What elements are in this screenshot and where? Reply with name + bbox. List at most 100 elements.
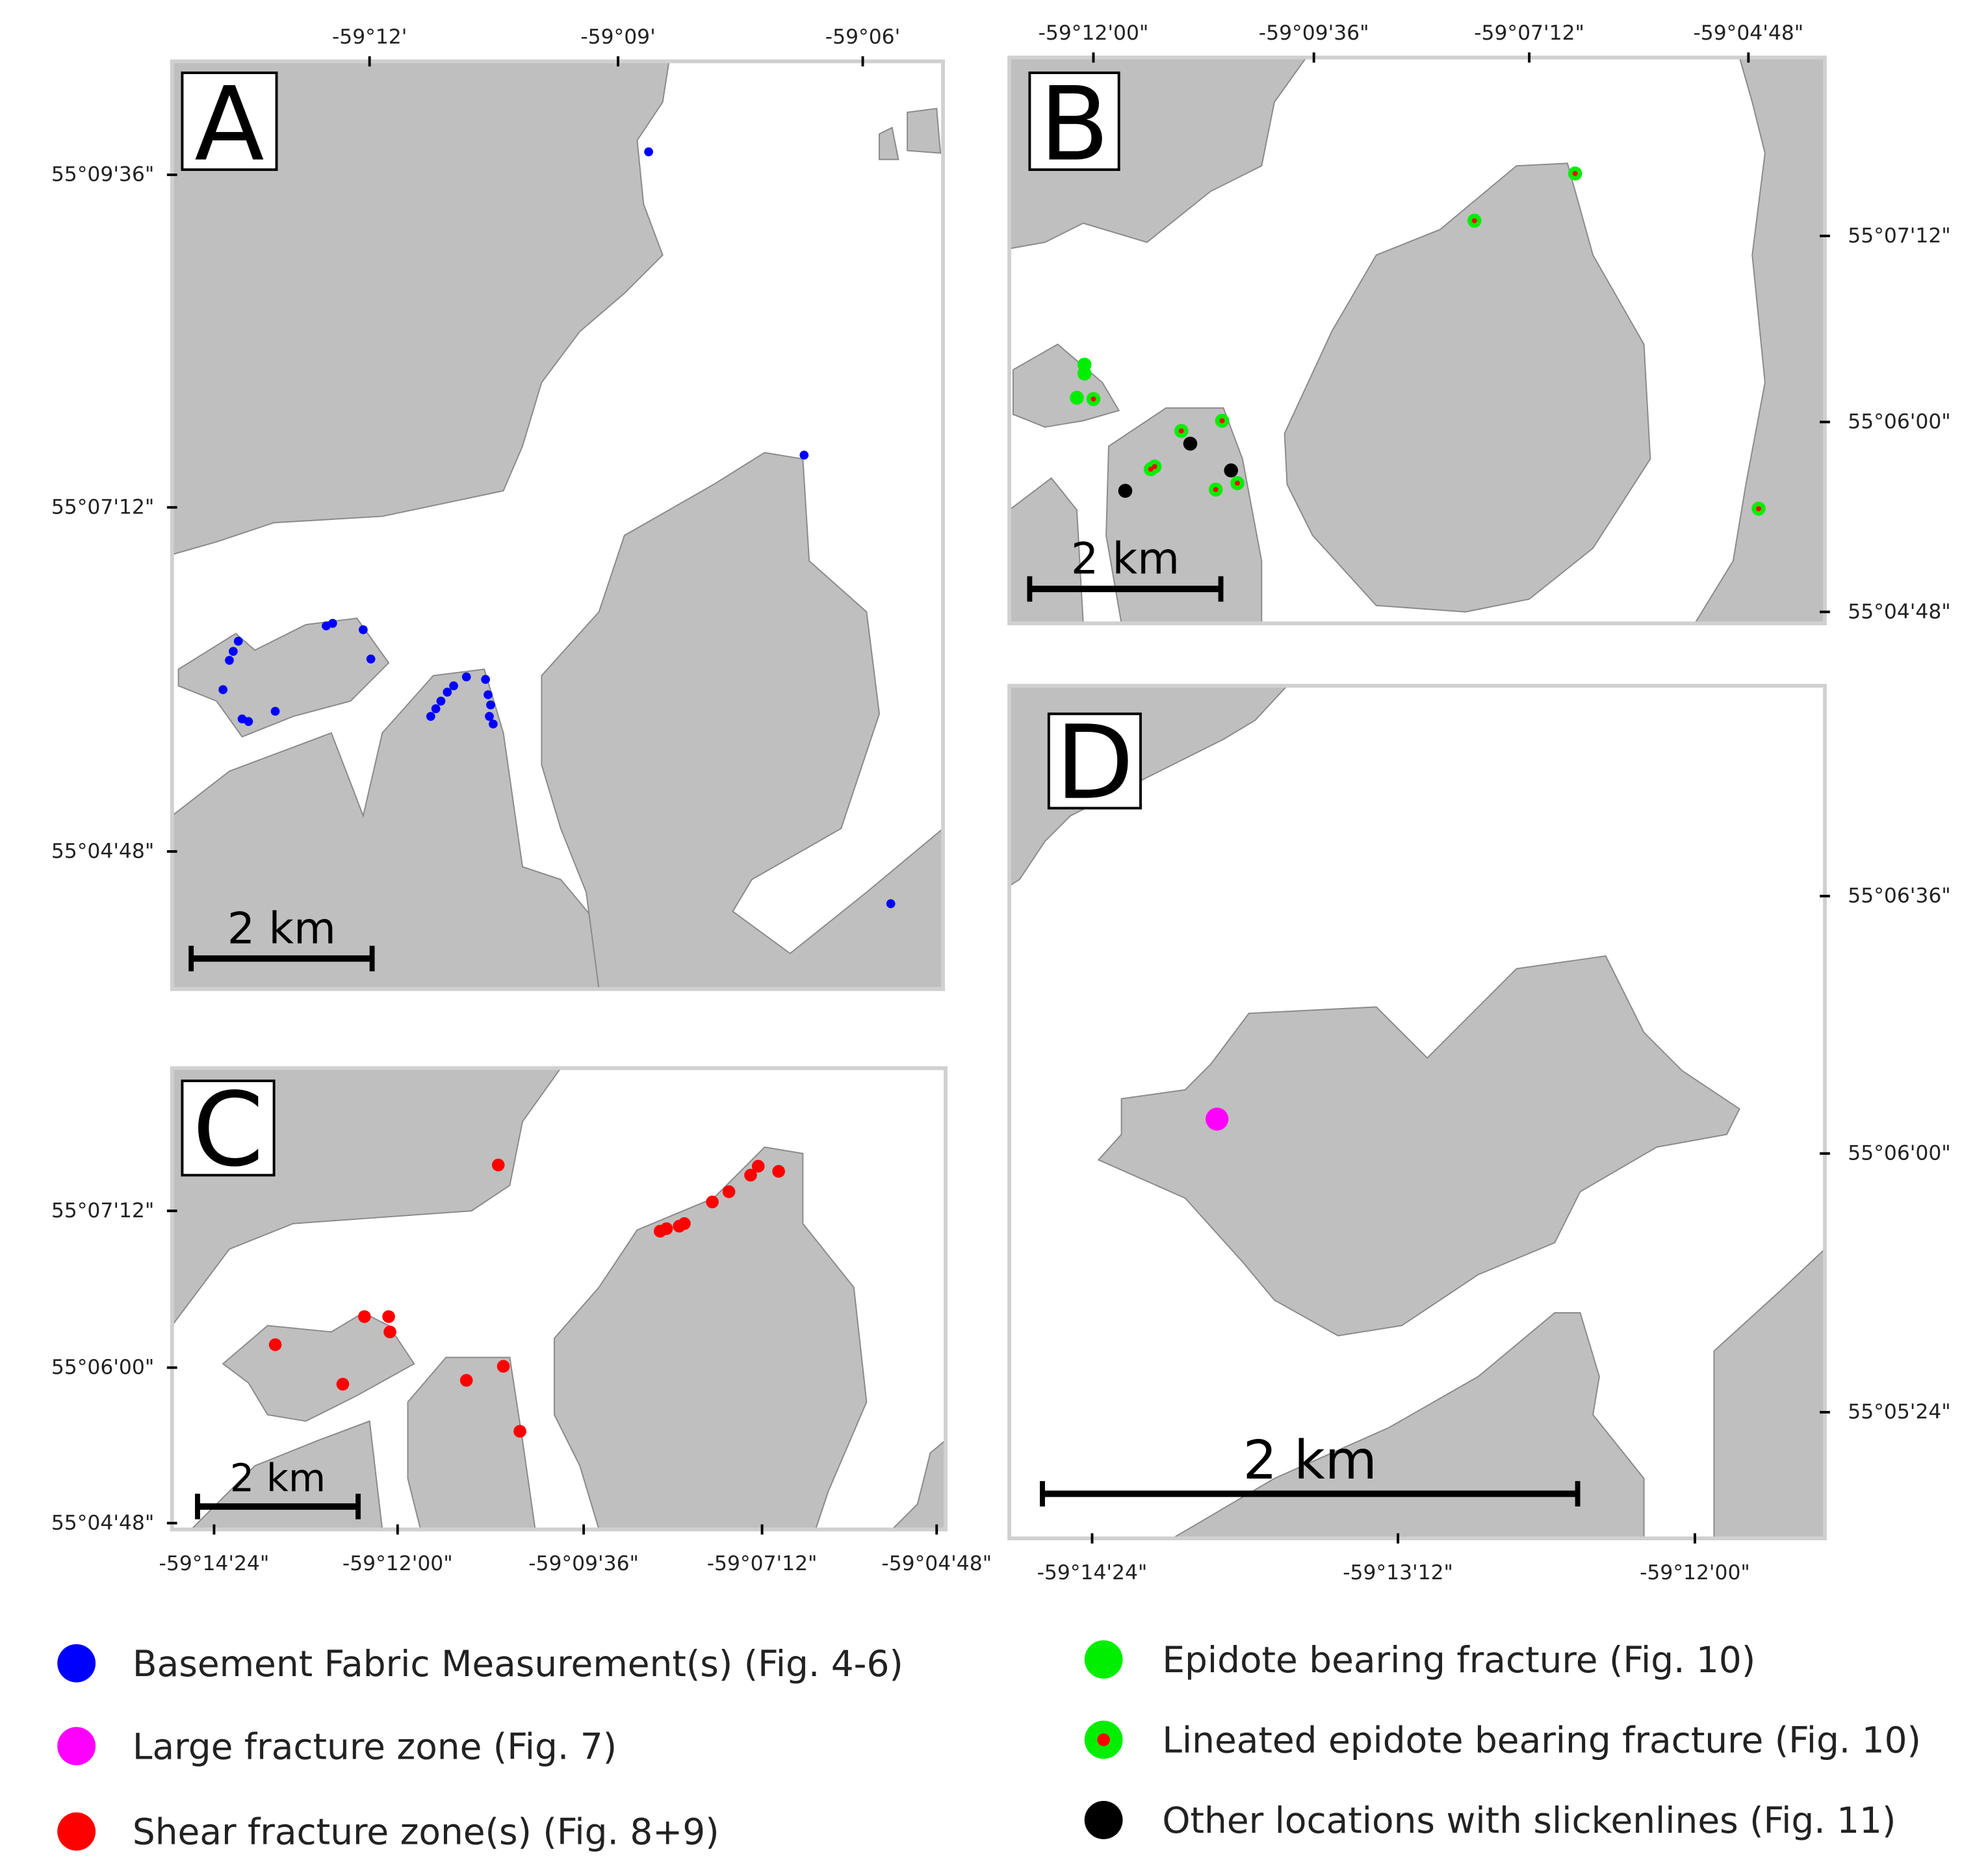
slickenline-point bbox=[1224, 463, 1239, 478]
basement-fabric-point bbox=[799, 450, 809, 460]
basement-fabric-point bbox=[228, 647, 238, 656]
basement-fabric-point bbox=[233, 636, 243, 646]
land bbox=[541, 452, 944, 989]
lat-tick-label: 55°06'00" bbox=[51, 1356, 154, 1379]
slickenline-point bbox=[1118, 484, 1133, 498]
basement-fabric-point bbox=[431, 704, 441, 714]
land bbox=[1097, 955, 1740, 1337]
land-a bbox=[172, 61, 944, 989]
lon-tick-label: -59°09'36" bbox=[528, 1552, 639, 1575]
legend: Basement Fabric Measurement(s) (Fig. 4-6… bbox=[57, 1639, 1921, 1853]
land bbox=[1284, 162, 1651, 613]
lineated-epidote-center bbox=[1213, 487, 1219, 493]
lat-tick-label: 55°07'12" bbox=[1848, 224, 1950, 248]
land bbox=[222, 1312, 415, 1422]
shear-fracture-point bbox=[383, 1325, 396, 1339]
legend-swatch bbox=[57, 1812, 96, 1851]
legend-swatch bbox=[57, 1644, 96, 1683]
land bbox=[1171, 1312, 1645, 1539]
panel-label-box bbox=[181, 71, 278, 172]
legend-swatch bbox=[57, 1727, 96, 1766]
land bbox=[1713, 1248, 1826, 1539]
legend-swatch bbox=[1084, 1640, 1123, 1679]
lon-tick-label: -59°14'24" bbox=[1037, 1561, 1148, 1584]
lat-tick-label: 55°07'12" bbox=[51, 496, 154, 519]
land bbox=[1012, 343, 1120, 428]
land bbox=[1105, 407, 1263, 624]
basement-fabric-point bbox=[225, 656, 234, 665]
shear-fracture-point bbox=[751, 1159, 765, 1173]
basement-fabric-point bbox=[436, 696, 446, 706]
lat-tick-label: 55°04'48" bbox=[1848, 600, 1950, 623]
basement-fabric-point bbox=[449, 681, 458, 691]
lon-tick-label: -59°09'36" bbox=[1259, 21, 1369, 45]
lat-tick-label: 55°07'12" bbox=[51, 1199, 154, 1222]
shear-fracture-point bbox=[382, 1310, 395, 1323]
legend-label: Basement Fabric Measurement(s) (Fig. 4-6… bbox=[133, 1643, 903, 1685]
basement-fabric-point bbox=[489, 719, 498, 729]
land bbox=[891, 1439, 946, 1530]
land bbox=[172, 61, 670, 556]
lon-tick-label: -59°13'12" bbox=[1343, 1561, 1453, 1584]
land bbox=[177, 617, 390, 738]
lat-tick-label: 55°04'48" bbox=[51, 1511, 154, 1534]
lineated-epidote-center bbox=[1235, 480, 1240, 486]
epidote-point bbox=[1077, 367, 1092, 381]
panel-label: D bbox=[1055, 703, 1134, 822]
lat-tick-label: 55°09'36" bbox=[51, 163, 154, 187]
lineated-epidote-center bbox=[1152, 464, 1157, 469]
shear-fracture-point bbox=[491, 1158, 505, 1172]
panel-label: B bbox=[1039, 64, 1109, 183]
lineated-epidote-center bbox=[1572, 171, 1578, 176]
scale-bar-label: 2 km bbox=[1243, 1430, 1377, 1492]
lineated-epidote-center bbox=[1756, 506, 1761, 511]
basement-fabric-point bbox=[426, 712, 435, 721]
shear-fracture-point bbox=[513, 1425, 526, 1438]
basement-fabric-point bbox=[218, 685, 228, 694]
lineated-epidote-center bbox=[1471, 218, 1477, 224]
land bbox=[554, 1146, 868, 1530]
lon-tick-label: -59°07'12" bbox=[707, 1552, 818, 1575]
panel-label: C bbox=[192, 1070, 264, 1189]
basement-fabric-point bbox=[270, 706, 280, 716]
lat-tick-label: 55°06'00" bbox=[1848, 1142, 1950, 1165]
lon-tick-label: -59°09' bbox=[580, 25, 655, 49]
legend-swatch-center bbox=[1097, 1733, 1110, 1746]
lat-tick-label: 55°05'24" bbox=[1848, 1401, 1950, 1424]
lat-tick-label: 55°06'00" bbox=[1848, 410, 1950, 433]
land bbox=[879, 107, 942, 161]
basement-fabric-point bbox=[484, 690, 493, 699]
lon-tick-label: -59°12'00" bbox=[1039, 21, 1149, 45]
lon-tick-label: -59°12'00" bbox=[1640, 1561, 1750, 1584]
scale-bar-label: 2 km bbox=[227, 903, 336, 953]
lon-tick-label: -59°12' bbox=[332, 25, 407, 49]
basement-fabric-point bbox=[244, 717, 253, 726]
land bbox=[407, 1356, 536, 1530]
basement-fabric-point bbox=[461, 672, 471, 682]
legend-swatch bbox=[1084, 1801, 1123, 1839]
lat-tick-label: 55°04'48" bbox=[51, 840, 154, 863]
basement-fabric-point bbox=[485, 712, 494, 721]
basement-fabric-point bbox=[443, 688, 452, 697]
panel-label-box bbox=[1028, 71, 1120, 172]
panel-label: A bbox=[194, 64, 264, 183]
basement-fabric-point bbox=[644, 147, 653, 157]
map-frame bbox=[170, 1066, 948, 1532]
legend-label: Other locations with slickenlines (Fig. … bbox=[1162, 1800, 1896, 1841]
lon-tick-label: -59°06' bbox=[825, 25, 900, 49]
land-d bbox=[1009, 686, 1826, 1539]
panel-label-box bbox=[1047, 712, 1142, 810]
lon-tick-label: -59°12'00" bbox=[342, 1552, 453, 1575]
scale-bar-label: 2 km bbox=[1071, 534, 1180, 584]
shear-fracture-point bbox=[459, 1374, 473, 1387]
slickenline-point bbox=[1183, 436, 1198, 451]
lineated-epidote-center bbox=[1178, 428, 1184, 433]
map-frame bbox=[1007, 684, 1827, 1541]
shear-fracture-point bbox=[336, 1377, 350, 1391]
basement-fabric-point bbox=[328, 619, 337, 628]
shear-fracture-point bbox=[268, 1338, 282, 1351]
shear-fracture-point bbox=[358, 1310, 371, 1323]
land bbox=[190, 1420, 383, 1530]
